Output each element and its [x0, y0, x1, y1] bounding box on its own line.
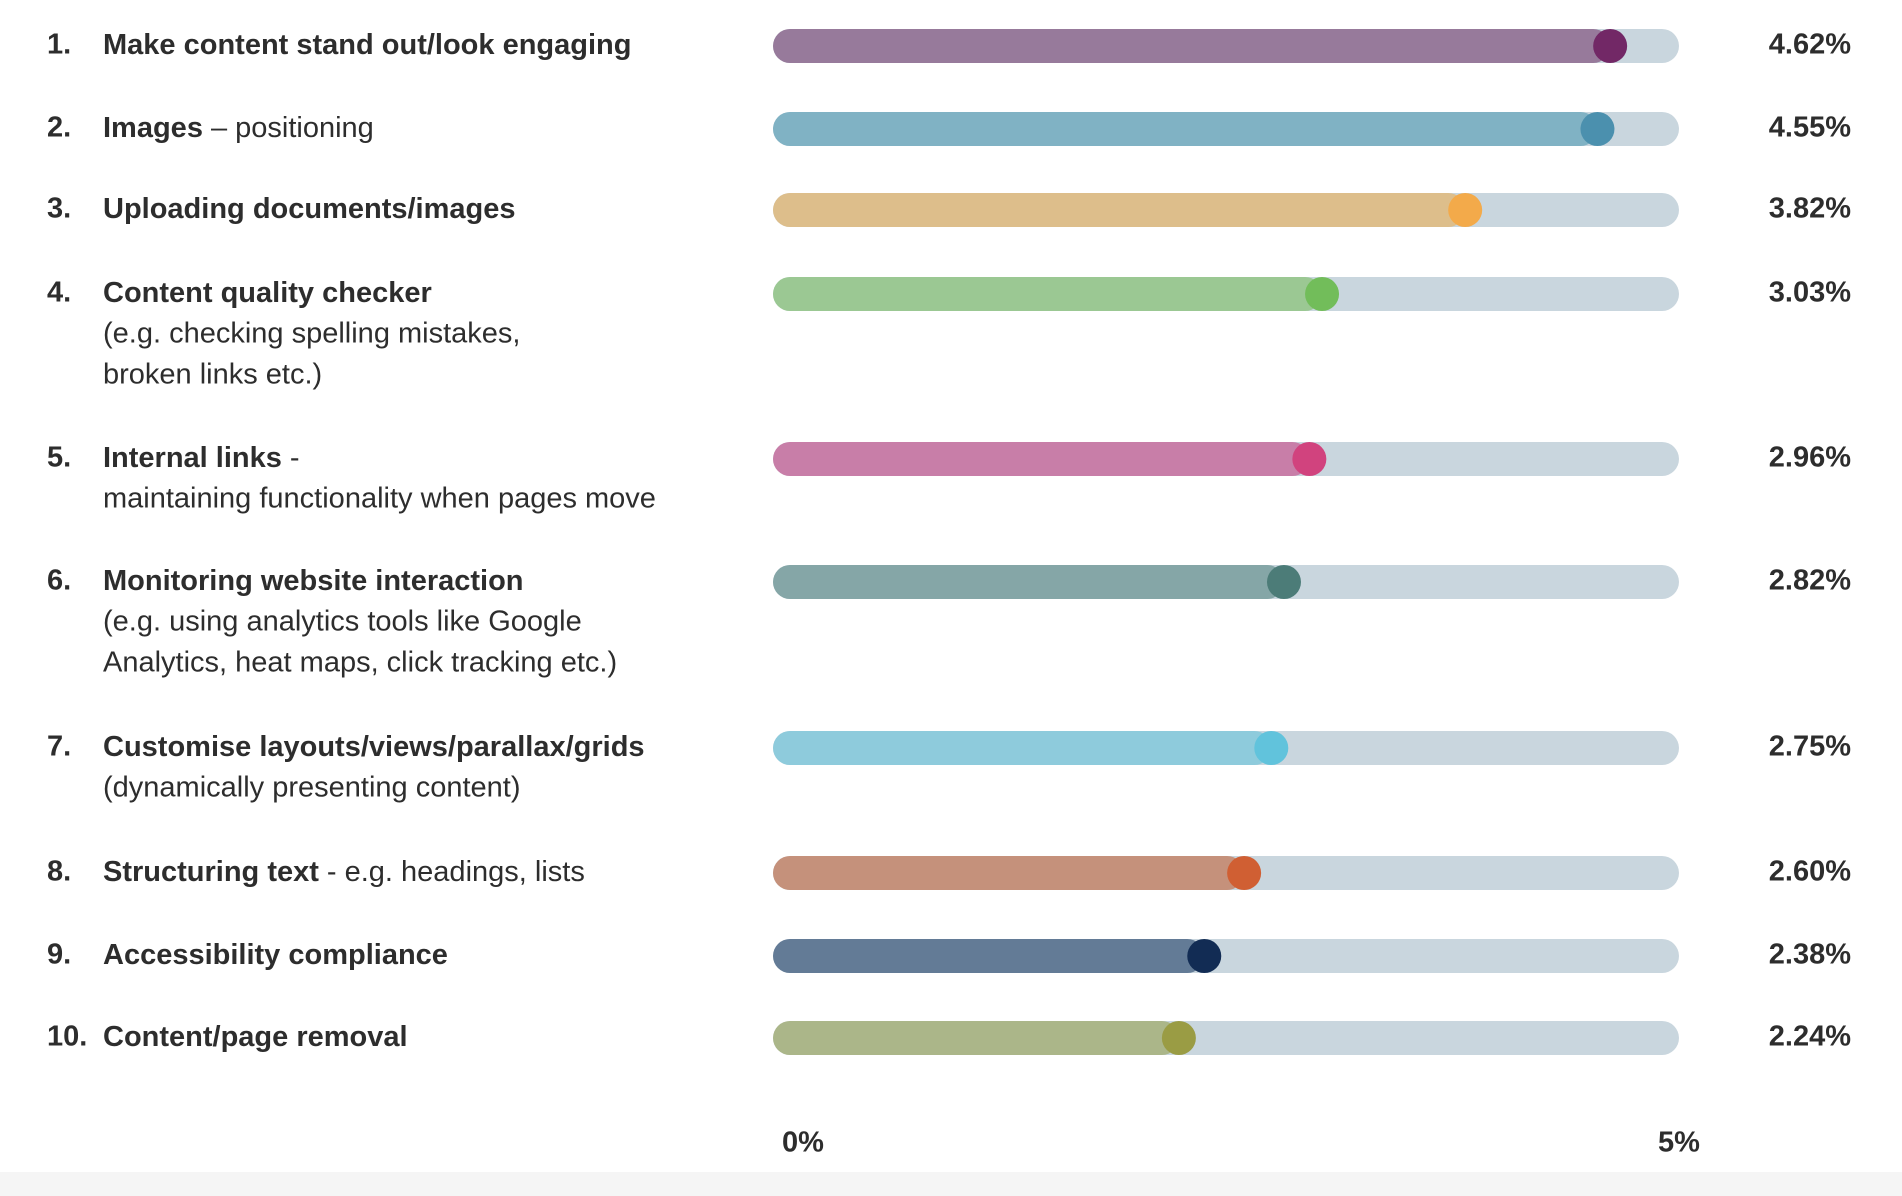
value-label: 4.55% [1769, 112, 1851, 144]
rank: 8. [47, 856, 71, 888]
rank: 10. [47, 1021, 87, 1053]
value-label: 4.62% [1769, 29, 1851, 61]
bar-dot [1266, 565, 1301, 599]
note: broken links etc.) [103, 359, 322, 391]
x-tick-label: 5% [1658, 1127, 1700, 1159]
category-name: Monitoring website interaction [103, 565, 524, 597]
bar-dot [1254, 731, 1289, 765]
category-name: Uploading documents/images [103, 193, 516, 225]
value-label: 2.38% [1769, 939, 1851, 971]
value-label: 2.82% [1769, 565, 1851, 597]
bar [773, 112, 1598, 146]
note: (dynamically presenting content) [103, 772, 520, 804]
footer-strip [0, 1172, 1902, 1196]
category-name: Content/page removal [103, 1021, 408, 1053]
value-label: 2.96% [1769, 442, 1851, 474]
rank: 3. [47, 193, 71, 225]
rank: 4. [47, 277, 71, 309]
bar-dot [1292, 442, 1327, 476]
category-name: Content quality checker [103, 277, 432, 309]
inline-note: - [290, 442, 300, 474]
bar [773, 1021, 1179, 1055]
value-label: 2.24% [1769, 1021, 1851, 1053]
category-label: Monitoring website interaction [103, 565, 524, 597]
category-label: Structuring text - e.g. headings, lists [103, 856, 585, 888]
category-label: Make content stand out/look engaging [103, 29, 631, 61]
inline-note: – positioning [211, 112, 374, 144]
category-name: Images [103, 112, 203, 144]
rank: 7. [47, 731, 71, 763]
bar [773, 731, 1272, 765]
bar [773, 193, 1466, 227]
category-label: Internal links - [103, 442, 300, 474]
note: (e.g. using analytics tools like Google [103, 606, 582, 638]
category-name: Customise layouts/views/parallax/grids [103, 731, 645, 763]
category-label: Images – positioning [103, 112, 374, 144]
bar-dot [1227, 856, 1262, 890]
rank: 6. [47, 565, 71, 597]
rank: 9. [47, 939, 71, 971]
bar-dot [1305, 277, 1340, 311]
category-name: Accessibility compliance [103, 939, 448, 971]
category-name: Make content stand out/look engaging [103, 29, 631, 61]
note: (e.g. checking spelling mistakes, [103, 318, 520, 350]
value-label: 3.03% [1769, 277, 1851, 309]
bar [773, 939, 1205, 973]
category-label: Content/page removal [103, 1021, 408, 1053]
bar-dot [1448, 193, 1483, 227]
category-name: Structuring text [103, 856, 319, 888]
rank: 1. [47, 29, 71, 61]
value-label: 2.60% [1769, 856, 1851, 888]
category-label: Uploading documents/images [103, 193, 516, 225]
category-label: Content quality checker [103, 277, 432, 309]
note: Analytics, heat maps, click tracking etc… [103, 647, 617, 679]
category-label: Customise layouts/views/parallax/grids [103, 731, 645, 763]
bar [773, 565, 1284, 599]
category-label: Accessibility compliance [103, 939, 448, 971]
value-label: 2.75% [1769, 731, 1851, 763]
bar [773, 856, 1245, 890]
value-label: 3.82% [1769, 193, 1851, 225]
bar-dot [1580, 112, 1615, 146]
x-tick-label: 0% [782, 1127, 824, 1159]
rank: 2. [47, 112, 71, 144]
bar [773, 29, 1611, 63]
category-name: Internal links [103, 442, 282, 474]
bar [773, 442, 1310, 476]
bar-dot [1161, 1021, 1196, 1055]
bar-dot [1187, 939, 1222, 973]
bar-dot [1593, 29, 1628, 63]
note: maintaining functionality when pages mov… [103, 483, 656, 515]
inline-note: - e.g. headings, lists [327, 856, 585, 888]
rank: 5. [47, 442, 71, 474]
bar [773, 277, 1323, 311]
